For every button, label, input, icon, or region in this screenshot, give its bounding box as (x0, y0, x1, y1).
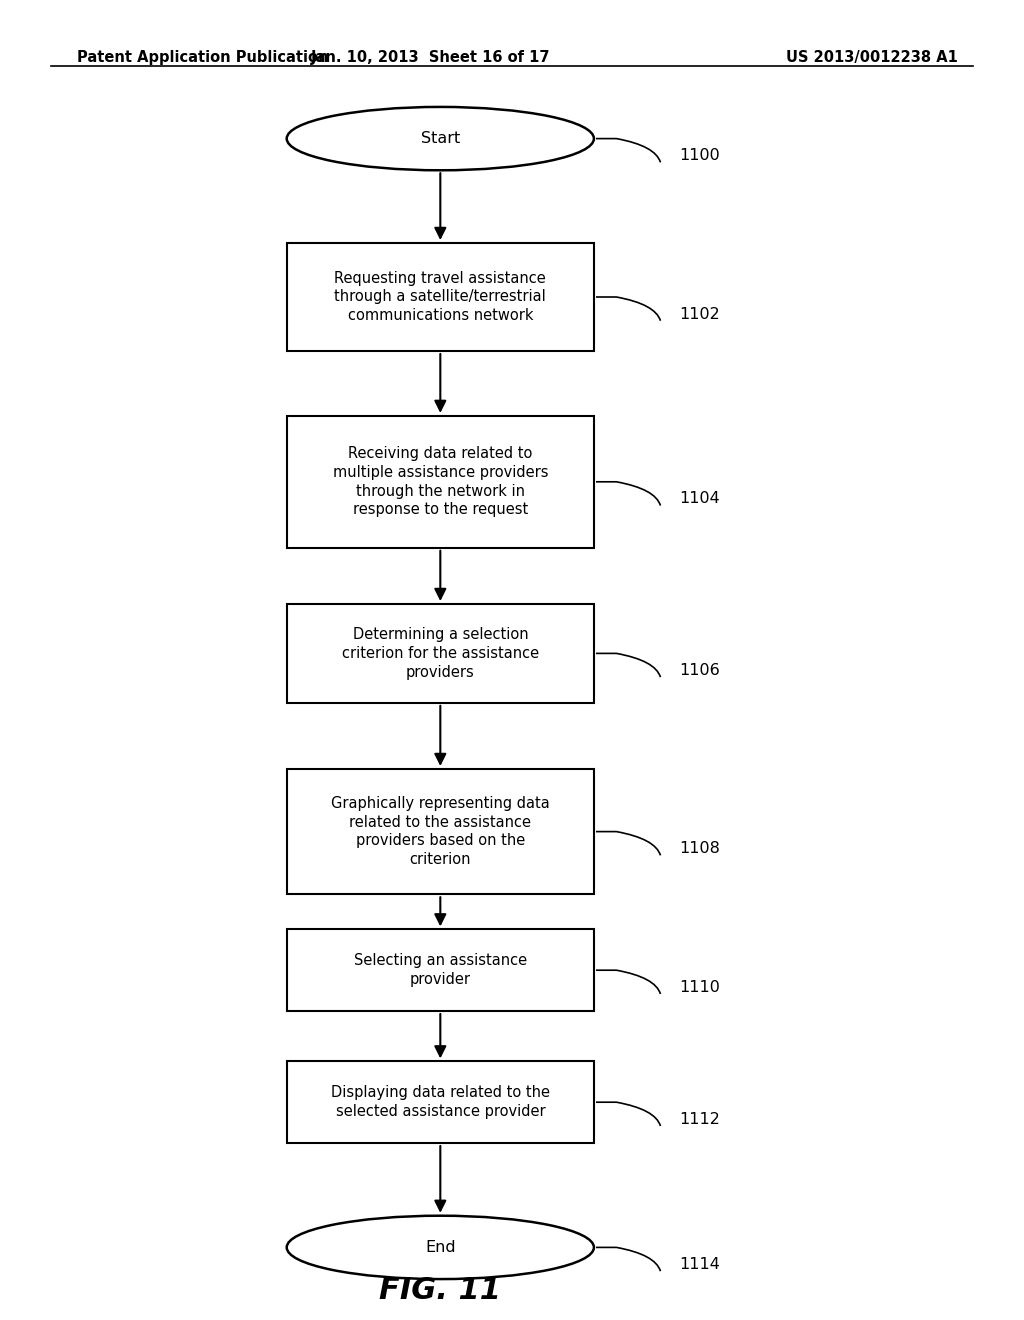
Text: 1102: 1102 (679, 306, 720, 322)
Text: End: End (425, 1239, 456, 1255)
Text: Selecting an assistance
provider: Selecting an assistance provider (353, 953, 527, 987)
Text: 1104: 1104 (679, 491, 720, 507)
FancyBboxPatch shape (287, 929, 594, 1011)
Text: Jan. 10, 2013  Sheet 16 of 17: Jan. 10, 2013 Sheet 16 of 17 (310, 50, 550, 65)
Text: Graphically representing data
related to the assistance
providers based on the
c: Graphically representing data related to… (331, 796, 550, 867)
FancyBboxPatch shape (287, 416, 594, 548)
Text: 1108: 1108 (679, 841, 720, 857)
Ellipse shape (287, 107, 594, 170)
Text: 1110: 1110 (679, 979, 720, 995)
Text: 1114: 1114 (679, 1257, 720, 1272)
FancyBboxPatch shape (287, 768, 594, 895)
Text: Receiving data related to
multiple assistance providers
through the network in
r: Receiving data related to multiple assis… (333, 446, 548, 517)
Text: 1100: 1100 (679, 148, 720, 164)
Text: Start: Start (421, 131, 460, 147)
Text: 1112: 1112 (679, 1111, 720, 1127)
Text: 1106: 1106 (679, 663, 720, 678)
FancyBboxPatch shape (287, 605, 594, 702)
Text: US 2013/0012238 A1: US 2013/0012238 A1 (785, 50, 957, 65)
Text: Displaying data related to the
selected assistance provider: Displaying data related to the selected … (331, 1085, 550, 1119)
Ellipse shape (287, 1216, 594, 1279)
FancyBboxPatch shape (287, 243, 594, 351)
Text: Requesting travel assistance
through a satellite/terrestrial
communications netw: Requesting travel assistance through a s… (335, 271, 546, 323)
Text: Determining a selection
criterion for the assistance
providers: Determining a selection criterion for th… (342, 627, 539, 680)
FancyBboxPatch shape (287, 1061, 594, 1143)
Text: Patent Application Publication: Patent Application Publication (77, 50, 329, 65)
Text: FIG. 11: FIG. 11 (379, 1276, 502, 1305)
